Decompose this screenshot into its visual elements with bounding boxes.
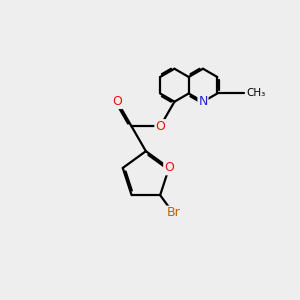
Text: CH₃: CH₃	[247, 88, 266, 98]
Text: O: O	[155, 120, 165, 133]
Text: O: O	[164, 161, 174, 175]
Text: N: N	[198, 95, 208, 108]
Text: O: O	[112, 95, 122, 108]
Text: Br: Br	[166, 206, 180, 220]
